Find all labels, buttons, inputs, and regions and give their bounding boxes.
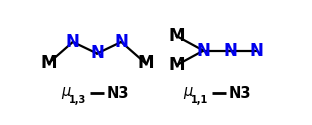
Text: N: N: [114, 33, 128, 51]
Text: N: N: [90, 44, 104, 62]
Text: M: M: [168, 56, 185, 74]
Text: 1,1: 1,1: [191, 95, 208, 105]
Text: M: M: [137, 54, 154, 72]
Text: N3: N3: [106, 86, 129, 101]
Text: 1,3: 1,3: [69, 95, 86, 105]
Text: N: N: [66, 33, 80, 51]
Text: N: N: [223, 42, 237, 60]
Text: M: M: [168, 27, 185, 45]
Text: N: N: [250, 42, 264, 60]
Text: $\mu$: $\mu$: [61, 86, 72, 102]
Text: M: M: [41, 54, 57, 72]
Text: N: N: [197, 42, 210, 60]
Text: $\mu$: $\mu$: [183, 86, 194, 102]
Text: N3: N3: [228, 86, 251, 101]
